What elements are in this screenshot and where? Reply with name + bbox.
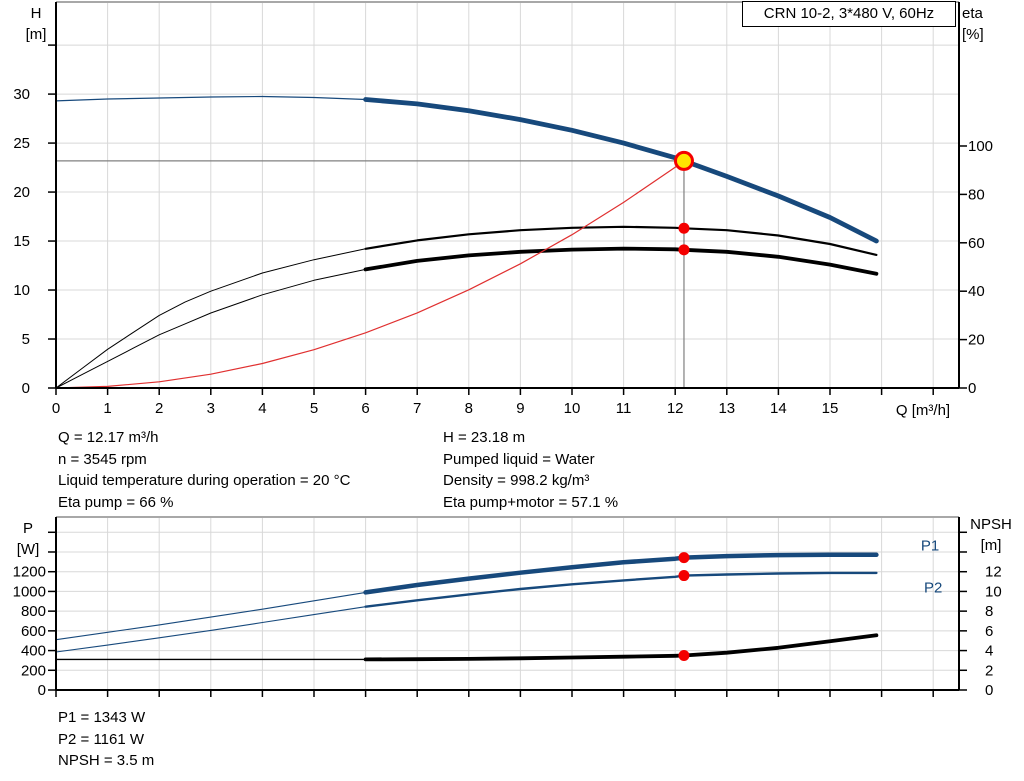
eta-axis-title-line1: eta — [962, 5, 983, 22]
left-tick-label: 25 — [13, 135, 30, 152]
left-tick-label: 400 — [21, 643, 46, 660]
right-tick-label: 80 — [968, 186, 985, 203]
x-tick-label: 13 — [718, 400, 735, 417]
info-line-p1: P1 = 1343 W — [58, 709, 146, 726]
power-P1-curve — [363, 552, 879, 595]
right-tick-label: 40 — [968, 283, 985, 300]
system-curve-thin — [55, 160, 685, 389]
right-tick-label: 10 — [985, 583, 1002, 600]
x-tick-label: 9 — [516, 400, 524, 417]
right-tick-label: 100 — [968, 138, 993, 155]
npsh-axis-title-line1: NPSH — [970, 516, 1012, 533]
npsh-axis-title: NPSH [m] — [966, 514, 1016, 556]
info-line-npsh: NPSH = 3.5 m — [58, 752, 155, 770]
right-tick-label: 0 — [985, 682, 993, 699]
right-tick-label: 0 — [968, 380, 976, 397]
npsh-duty-dot — [678, 649, 690, 661]
right-tick-label: 8 — [985, 603, 993, 620]
left-tick-label: 1200 — [13, 564, 46, 581]
x-tick-label: 12 — [667, 400, 684, 417]
x-tick-label: 1 — [103, 400, 111, 417]
pump-curve-QH — [363, 97, 879, 244]
info-line-head: H = 23.18 m — [443, 429, 526, 446]
right-tick-label: 20 — [968, 332, 985, 349]
power-info: P1 = 1343 W P2 = 1161 W NPSH = 3.5 m — [58, 707, 154, 772]
right-tick-label: 60 — [968, 235, 985, 252]
x-tick-label: 7 — [413, 400, 421, 417]
curve-label-P2: P2 — [924, 579, 942, 596]
efficiency-pump-motor-curve-thin — [55, 268, 367, 389]
p-axis-title: P [W] — [13, 518, 43, 560]
left-tick-label: 1000 — [13, 583, 46, 600]
chart-area-1: 0 200 400 600 800 1000 1200 0 2 4 6 8 10 12 P1 P2 — [13, 516, 1002, 699]
right-tick-label: 2 — [985, 662, 993, 679]
efficiency-pump-curve — [364, 225, 878, 256]
x-tick-label: 0 — [52, 400, 60, 417]
duty-info-right: H = 23.18 m Pumped liquid = Water Densit… — [443, 427, 618, 514]
info-line-flow: Q = 12.17 m³/h — [58, 429, 159, 446]
eta-pump-duty-dot — [678, 222, 690, 234]
x-tick-label: 5 — [310, 400, 318, 417]
duty-point[interactable] — [673, 150, 694, 171]
left-tick-label: 20 — [13, 184, 30, 201]
h-axis-title-line1: H — [30, 5, 42, 22]
x-tick-label: 3 — [207, 400, 215, 417]
efficiency-pump-curve-thin — [55, 248, 367, 389]
left-tick-label: 30 — [13, 86, 30, 103]
npsh-curve — [363, 633, 879, 662]
info-line-eta-pump-motor: Eta pump+motor = 57.1 % — [443, 494, 619, 512]
x-tick-label: 2 — [155, 400, 163, 417]
left-tick-label: 800 — [21, 603, 46, 620]
efficiency-pump-motor-curve — [363, 246, 879, 276]
x-tick-label: 11 — [616, 400, 632, 417]
info-line-pumped-liquid: Pumped liquid = Water — [443, 450, 595, 468]
x-tick-label: 10 — [564, 400, 581, 417]
x-tick-label: 15 — [822, 400, 839, 417]
left-tick-label: 5 — [22, 331, 30, 348]
h-axis-title: H [m] — [21, 3, 51, 45]
duty-info-left: Q = 12.17 m³/h n = 3545 rpm Liquid tempe… — [58, 427, 350, 514]
q-axis-label: Q [m³/h] — [895, 402, 951, 419]
x-tick-label: 8 — [465, 400, 473, 417]
eta-axis-title: eta [%] — [962, 3, 1002, 45]
info-line-eta-pump: Eta pump = 66 % — [58, 494, 174, 512]
left-tick-label: 10 — [13, 282, 30, 299]
power-P2-curve — [364, 571, 878, 608]
p2-duty-dot — [678, 570, 690, 582]
left-tick-label: 0 — [22, 380, 30, 397]
p-axis-title-line2: [W] — [16, 541, 40, 558]
h-axis-title-line2: [m] — [25, 26, 47, 43]
eta-axis-title-line2: [%] — [962, 26, 984, 43]
left-tick-label: 15 — [13, 233, 30, 250]
right-tick-label: 6 — [985, 623, 993, 640]
power-P1-curve-thin — [55, 591, 367, 641]
eta-pump-motor-duty-dot — [678, 244, 690, 256]
p1-duty-dot — [678, 552, 690, 564]
x-tick-label: 14 — [770, 400, 787, 417]
info-line-p2: P2 = 1161 W — [58, 730, 145, 748]
right-tick-label: 12 — [985, 564, 1002, 581]
info-line-liquid-temp: Liquid temperature during operation = 20… — [58, 472, 351, 490]
pump-curve-QH-thin — [55, 95, 367, 102]
x-tick-label: 4 — [258, 400, 266, 417]
left-tick-label: 200 — [21, 662, 46, 679]
left-tick-label: 600 — [21, 623, 46, 640]
info-line-density: Density = 998.2 kg/m³ — [443, 472, 590, 490]
x-tick-label: 6 — [361, 400, 369, 417]
p-axis-title-line1: P — [22, 520, 33, 537]
power-P2-curve-thin — [55, 606, 367, 653]
left-tick-label: 0 — [38, 682, 46, 699]
npsh-axis-title-line2: [m] — [980, 537, 1002, 554]
right-tick-label: 4 — [985, 643, 993, 660]
pump-title-box: CRN 10-2, 3*480 V, 60Hz — [742, 1, 956, 27]
curve-label-P1: P1 — [921, 538, 939, 555]
info-line-speed: n = 3545 rpm — [58, 450, 147, 468]
